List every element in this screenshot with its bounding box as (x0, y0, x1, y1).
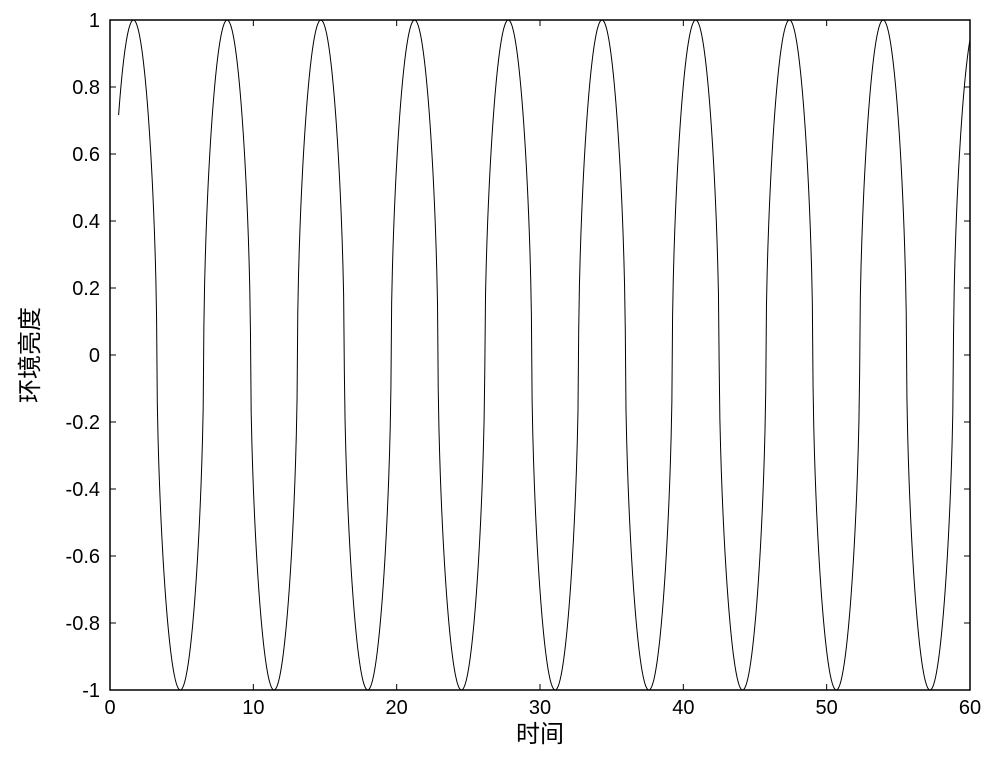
chart-container: 0 10 20 30 40 50 60 -1 -0.8 -0.6 -0.4 -0.2 0 0.2 0.4 0.… (0, 0, 1000, 767)
y-tick-label: 0 (89, 345, 100, 367)
x-tick-label: 50 (816, 697, 838, 719)
y-tick-label: -0.8 (66, 613, 100, 635)
y-tick-label: -0.2 (66, 412, 100, 434)
x-tick-label: 20 (386, 697, 408, 719)
x-tick-label: 10 (242, 697, 264, 719)
y-tick-label: 0.6 (72, 144, 100, 166)
y-tick-label: 1 (89, 10, 100, 32)
line-chart: 0 10 20 30 40 50 60 -1 -0.8 -0.6 -0.4 -0.2 0 0.2 0.4 0.… (0, 0, 1000, 767)
y-tick-label: -0.4 (66, 479, 100, 501)
y-axis-label: 环境亮度 (17, 307, 44, 403)
y-tick-label: 0.2 (72, 278, 100, 300)
y-tick-label: -0.6 (66, 546, 100, 568)
y-tick-label: -1 (82, 680, 100, 702)
x-tick-label: 0 (104, 697, 115, 719)
y-tick-label: 0.8 (72, 77, 100, 99)
x-tick-label: 40 (672, 697, 694, 719)
x-tick-label: 30 (529, 697, 551, 719)
x-axis-label: 时间 (516, 721, 564, 748)
x-tick-label: 60 (959, 697, 981, 719)
data-series-line (119, 20, 970, 690)
y-tick-label: 0.4 (72, 211, 100, 233)
